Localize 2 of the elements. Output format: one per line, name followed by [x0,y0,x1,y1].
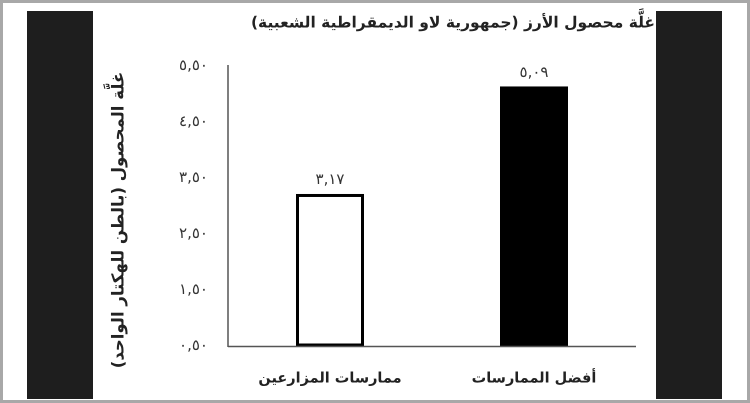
ylabel: غلَّة المحصول (بالطن للهكتار الواحد) [104,72,134,368]
title: غلَّة محصول الأرز (جمهورية لاو الديمقراطية الشعبية) [250,9,656,37]
